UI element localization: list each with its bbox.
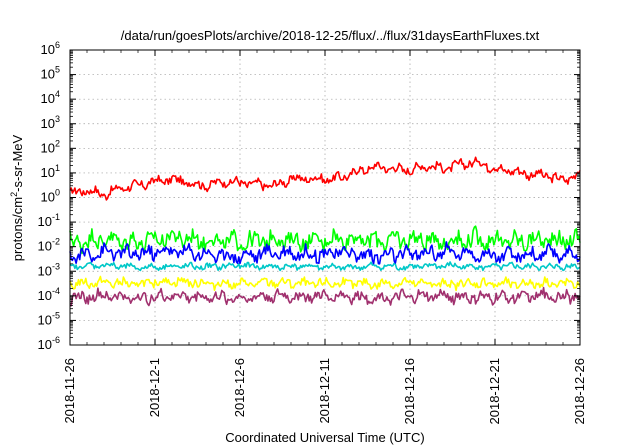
y-tick-exponent: -5 (52, 310, 60, 320)
y-tick-label: 100 (41, 188, 60, 205)
x-tick-label: 2018-12-26 (572, 358, 587, 425)
y-tick-label: 10-6 (38, 335, 60, 352)
y-tick-base: 10 (41, 140, 55, 155)
y-tick-label: 10-1 (38, 212, 60, 229)
x-tick-label: 2018-12-16 (402, 358, 417, 425)
y-tick-base: 10 (38, 214, 52, 229)
series-line-3 (69, 241, 581, 265)
y-tick-label: 104 (41, 89, 60, 106)
x-tick-label: 2018-11-26 (62, 358, 77, 424)
series-line-0 (69, 156, 581, 201)
series-line-5 (69, 286, 581, 307)
y-tick-label: 10-4 (38, 286, 60, 303)
y-tick-base: 10 (41, 165, 55, 180)
x-axis-ticks: 2018-11-26 2018-12-1 2018-12-6 2018-12-11 20… (62, 50, 587, 425)
x-tick-label: 2018-12-1 (147, 358, 162, 417)
y-axis-ticks: 10-610-510-410-310-210-11001011021031041… (38, 40, 580, 352)
x-tick-label: 2018-12-21 (487, 358, 502, 425)
y-tick-exponent: 3 (55, 114, 60, 124)
y-tick-base: 10 (41, 91, 55, 106)
series-line-1 (69, 225, 581, 255)
y-tick-exponent: -1 (52, 212, 60, 222)
y-tick-exponent: -2 (52, 237, 60, 247)
y-tick-base: 10 (41, 190, 55, 205)
y-tick-base: 10 (38, 239, 52, 254)
y-tick-base: 10 (41, 42, 55, 57)
y-tick-exponent: -3 (52, 261, 60, 271)
y-tick-exponent: 4 (55, 89, 60, 99)
y-tick-exponent: 1 (55, 163, 60, 173)
x-tick-label: 2018-12-11 (317, 358, 332, 424)
y-axis-label-exponent: 2 (9, 192, 19, 197)
y-axis-label-rest: -s-sr-MeV (10, 134, 25, 191)
x-axis-label: Coordinated Universal Time (UTC) (225, 430, 424, 445)
y-tick-label: 102 (41, 138, 60, 155)
y-tick-label: 10-3 (38, 261, 60, 278)
y-tick-exponent: -6 (52, 335, 60, 345)
series-line-4 (69, 275, 581, 292)
series-layer (69, 156, 581, 307)
y-tick-base: 10 (38, 312, 52, 327)
y-tick-exponent: 5 (55, 65, 60, 75)
y-tick-label: 105 (41, 65, 60, 82)
y-tick-label: 103 (41, 114, 60, 131)
series-line-2 (69, 261, 581, 272)
y-tick-exponent: 2 (55, 138, 60, 148)
y-tick-exponent: 6 (55, 40, 60, 50)
y-tick-label: 10-5 (38, 310, 60, 327)
y-tick-base: 10 (38, 337, 52, 352)
y-axis-label-unit: protons/cm (10, 197, 25, 261)
y-axis-label: protons/cm2-s-sr-MeV (9, 134, 25, 261)
y-tick-base: 10 (41, 116, 55, 131)
y-tick-label: 10-2 (38, 237, 60, 254)
y-tick-base: 10 (38, 263, 52, 278)
y-tick-label: 101 (41, 163, 60, 180)
chart-title: /data/run/goesPlots/archive/2018-12-25/f… (121, 28, 540, 43)
y-tick-exponent: 0 (55, 188, 60, 198)
y-tick-exponent: -4 (52, 286, 60, 296)
x-tick-label: 2018-12-6 (232, 358, 247, 417)
y-tick-base: 10 (38, 288, 52, 303)
y-tick-base: 10 (41, 67, 55, 82)
y-tick-label: 106 (41, 40, 60, 57)
